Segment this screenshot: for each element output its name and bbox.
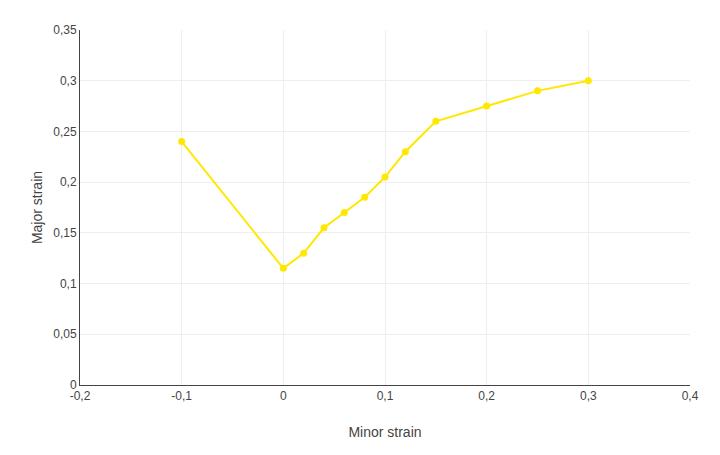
svg-text:Major strain: Major strain [29, 171, 45, 244]
svg-text:-0,1: -0,1 [171, 389, 192, 403]
svg-text:0,2: 0,2 [478, 389, 495, 403]
svg-text:0: 0 [70, 378, 77, 392]
svg-text:0,1: 0,1 [377, 389, 394, 403]
svg-text:0,25: 0,25 [53, 125, 77, 139]
svg-text:0,3: 0,3 [580, 389, 597, 403]
svg-text:Minor strain: Minor strain [348, 424, 421, 440]
svg-text:0,4: 0,4 [682, 389, 699, 403]
svg-text:0,35: 0,35 [53, 23, 77, 37]
svg-text:0,15: 0,15 [53, 226, 77, 240]
svg-text:-0,2: -0,2 [70, 389, 91, 403]
svg-text:0,3: 0,3 [60, 74, 77, 88]
svg-text:0: 0 [280, 389, 287, 403]
svg-text:0,1: 0,1 [60, 277, 77, 291]
svg-text:0,05: 0,05 [53, 327, 77, 341]
svg-text:0,2: 0,2 [60, 175, 77, 189]
